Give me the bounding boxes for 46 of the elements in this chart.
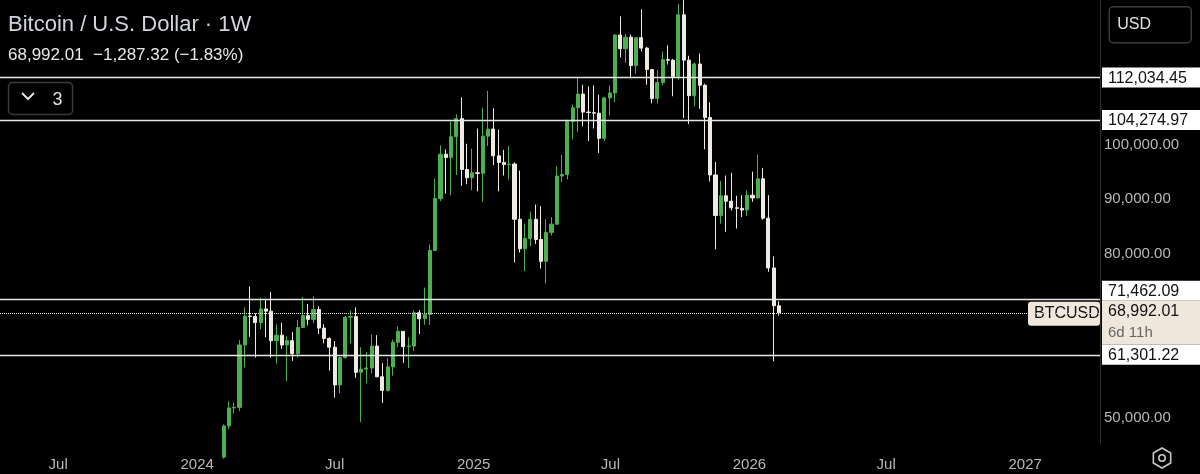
candlestick [444,148,448,195]
annotation: 3 [52,88,63,109]
x-tick-label: Jul [48,455,68,472]
ref-line-label: 71,462.09 [1108,282,1180,300]
x-tick-label: Jul [876,455,896,472]
candlestick [676,3,680,81]
candlestick [475,128,480,192]
candlestick [602,96,606,142]
candlestick [507,145,511,180]
x-tick-label: 2025 [457,455,491,472]
x-tick-label: 2027 [1008,455,1042,472]
text: 6d 11h [1108,322,1153,340]
candlestick [274,323,279,365]
candlestick [756,154,760,199]
x-tick-label: 2024 [180,455,214,472]
text: USD [1117,15,1152,33]
candlestick [370,334,374,374]
ref-line-label: 68,992.01 [1108,302,1180,320]
x-tick-label: 2026 [732,455,767,472]
x-tick-label: Jul [600,455,621,472]
annotation: BTCUSD [1034,304,1100,322]
ref-line-label: 104,274.97 [1108,111,1189,129]
candlestick [661,50,665,86]
candlestick [280,322,284,350]
candlestick [285,335,289,382]
x-tick-label: Jul [325,455,345,472]
y-tick-label: 50,000.00 [1104,408,1171,426]
candlestick [259,296,263,330]
candlestick [655,69,659,104]
candlestick [623,33,628,64]
candlestick [692,61,696,108]
candlestick [750,171,755,203]
candlestick [745,189,749,217]
text: Bitcoin / U.S. Dollar · 1W [8,10,252,36]
ref-line-label: 112,034.45 [1108,68,1187,86]
candlestick [311,295,316,324]
ref-line-label: 61,301.22 [1108,346,1180,364]
text: 68,992.01 −1,287.32 (−1.83%) [8,45,244,64]
y-tick-label: 80,000.00 [1104,244,1171,262]
candlestick [634,37,638,75]
candlestick [639,8,643,52]
y-tick-label: 90,000.00 [1104,189,1171,207]
candlestick [719,180,723,225]
y-tick-label: 100,000.00 [1104,134,1180,152]
candlestick [470,148,474,191]
candlestick [618,15,622,58]
